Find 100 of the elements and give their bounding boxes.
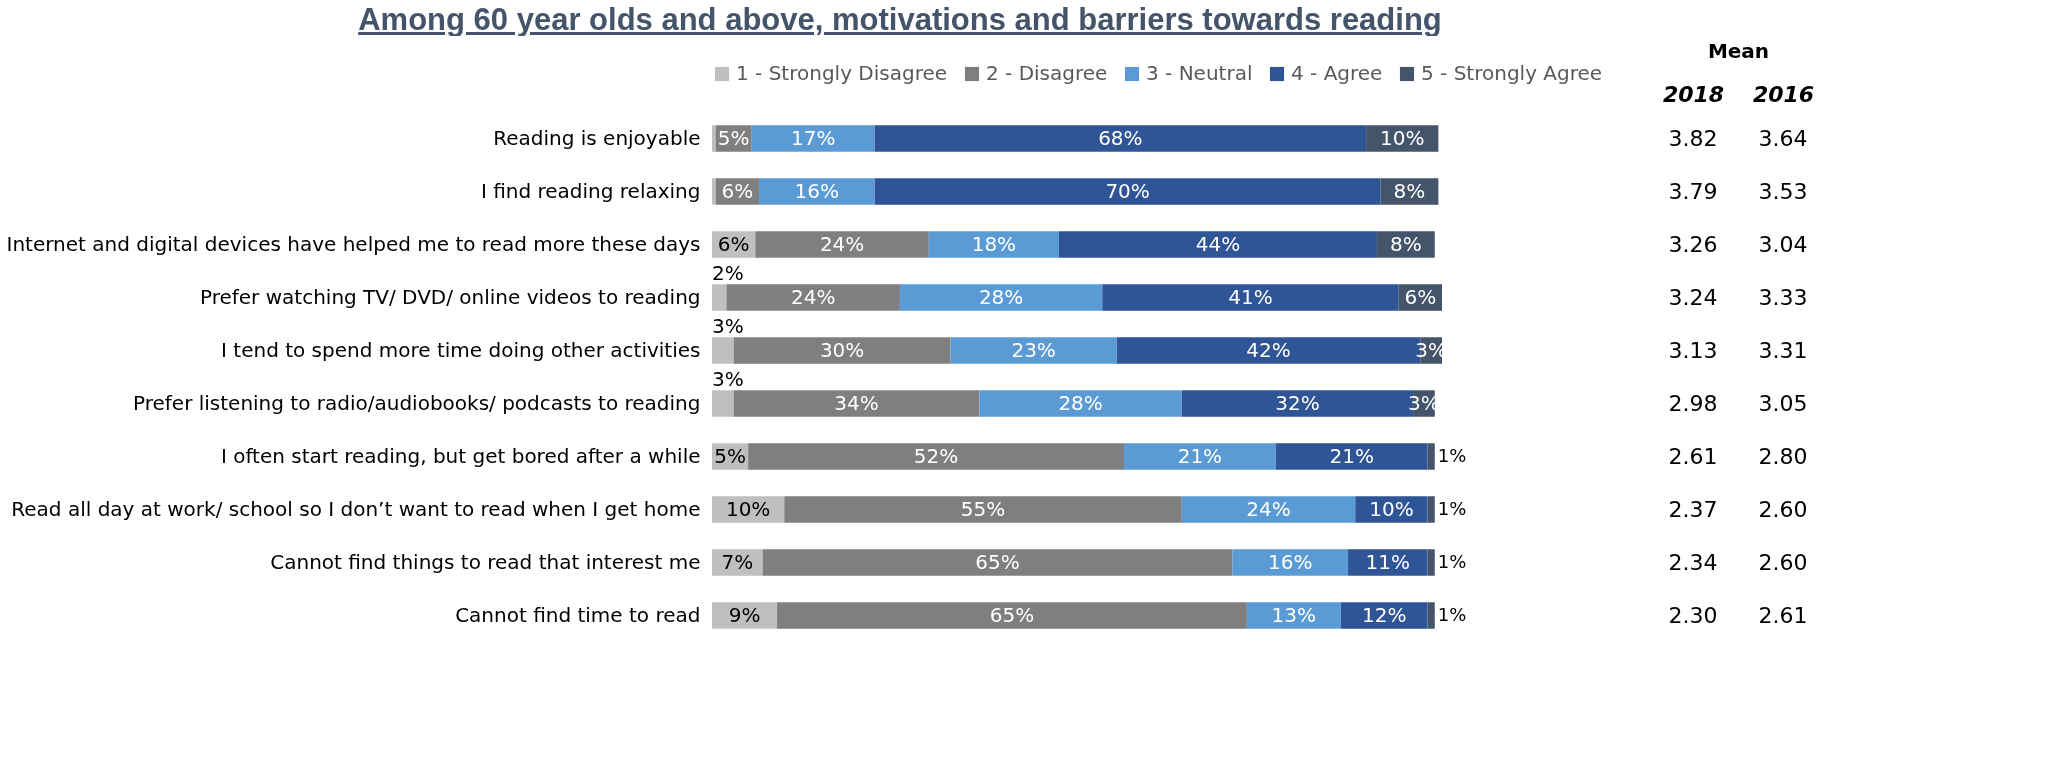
text: 3.31 bbox=[1758, 337, 1808, 363]
data-label: 1% bbox=[1437, 603, 1467, 625]
bar bbox=[733, 390, 980, 417]
bar bbox=[726, 284, 900, 311]
bar bbox=[777, 602, 1247, 629]
bar bbox=[899, 284, 1103, 311]
data-label: 10% bbox=[1380, 125, 1425, 150]
bar bbox=[712, 178, 716, 205]
text: 2.60 bbox=[1758, 496, 1808, 522]
data-label: 44% bbox=[1195, 231, 1241, 256]
bar bbox=[748, 443, 1124, 470]
y-tick-label: Prefer watching TV/ DVD/ online videos to reading bbox=[199, 284, 701, 309]
text: 3.79 bbox=[1668, 178, 1718, 204]
data-label: 9% bbox=[728, 602, 761, 627]
text: 3.26 bbox=[1668, 231, 1718, 257]
y-tick-label: Cannot find things to read that interest me bbox=[270, 549, 701, 574]
bar bbox=[1427, 549, 1435, 576]
data-label: 28% bbox=[1058, 390, 1103, 415]
data-label: 5% bbox=[717, 125, 750, 150]
data-label: 24% bbox=[1246, 496, 1291, 521]
data-label: 3% bbox=[712, 366, 744, 391]
legend-label: 3 - Neutral bbox=[1146, 61, 1253, 85]
data-label: 6% bbox=[717, 231, 750, 256]
data-label: 24% bbox=[790, 284, 836, 309]
bar bbox=[762, 549, 1233, 576]
data-label: 6% bbox=[1404, 284, 1437, 309]
y-tick-label: Internet and digital devices have helped me to read more these days bbox=[6, 231, 701, 256]
data-label: 16% bbox=[1267, 549, 1313, 574]
data-label: 11% bbox=[1365, 549, 1411, 574]
text: 3.24 bbox=[1668, 284, 1718, 310]
data-label: 41% bbox=[1228, 284, 1273, 309]
text: 2.61 bbox=[1668, 443, 1718, 469]
data-label: 34% bbox=[834, 390, 879, 415]
bar bbox=[712, 337, 734, 364]
data-label: 21% bbox=[1177, 443, 1223, 468]
bar bbox=[1348, 549, 1428, 576]
data-label: 10% bbox=[725, 496, 771, 521]
text: 3.64 bbox=[1758, 125, 1808, 151]
data-label: 65% bbox=[975, 549, 1020, 574]
data-label: 8% bbox=[1389, 231, 1422, 256]
data-label: 1% bbox=[1437, 444, 1467, 466]
data-label: 6% bbox=[721, 178, 754, 203]
bar bbox=[928, 231, 1059, 258]
data-label: 23% bbox=[1011, 337, 1056, 362]
bar bbox=[1340, 602, 1428, 629]
data-label: 65% bbox=[989, 602, 1035, 627]
data-label: 70% bbox=[1105, 178, 1150, 203]
bar bbox=[1427, 602, 1435, 629]
data-label: 52% bbox=[913, 443, 959, 468]
data-label: 28% bbox=[978, 284, 1024, 309]
data-label: 1% bbox=[1437, 497, 1467, 519]
data-label: 17% bbox=[790, 125, 836, 150]
text: 3.05 bbox=[1758, 390, 1808, 416]
bar bbox=[758, 178, 875, 205]
bar bbox=[979, 390, 1182, 417]
data-label: 1% bbox=[1437, 550, 1467, 572]
data-label: 8% bbox=[1393, 178, 1426, 203]
bar bbox=[1246, 602, 1341, 629]
data-label: 13% bbox=[1271, 602, 1317, 627]
text: 3.13 bbox=[1668, 337, 1718, 363]
text: 3.33 bbox=[1758, 284, 1808, 310]
bar bbox=[784, 496, 1182, 523]
text: 2.60 bbox=[1758, 549, 1808, 575]
bar bbox=[712, 125, 716, 152]
data-label: 7% bbox=[721, 549, 754, 574]
y-tick-label: Prefer listening to radio/audiobooks/ podcasts to reading bbox=[132, 390, 701, 415]
legend-label: 2 - Disagree bbox=[986, 61, 1108, 85]
text: 3.53 bbox=[1758, 178, 1808, 204]
y-tick-label: I find reading relaxing bbox=[480, 178, 701, 203]
bar bbox=[733, 337, 951, 364]
bar bbox=[1275, 443, 1428, 470]
legend-label: 4 - Agree bbox=[1291, 61, 1383, 85]
bar bbox=[712, 284, 727, 311]
bar bbox=[950, 337, 1117, 364]
y-tick-label: Reading is enjoyable bbox=[493, 125, 701, 150]
y-tick-label: Cannot find time to read bbox=[455, 602, 701, 627]
text: 2.98 bbox=[1668, 390, 1718, 416]
data-label: 10% bbox=[1369, 496, 1414, 521]
text: 2018 bbox=[1662, 81, 1725, 107]
data-label: 12% bbox=[1361, 602, 1407, 627]
text: 3.82 bbox=[1668, 125, 1718, 151]
data-label: 24% bbox=[819, 231, 865, 256]
text: 2016 bbox=[1752, 81, 1815, 107]
bar bbox=[874, 178, 1381, 205]
legend-label: 1 - Strongly Disagree bbox=[736, 61, 948, 85]
bar bbox=[1427, 496, 1435, 523]
data-label: 16% bbox=[794, 178, 840, 203]
data-label: 18% bbox=[971, 231, 1017, 256]
bar bbox=[1058, 231, 1377, 258]
text: 2.34 bbox=[1668, 549, 1718, 575]
text: 2.37 bbox=[1668, 496, 1718, 522]
data-label: 55% bbox=[960, 496, 1006, 521]
bar bbox=[755, 231, 929, 258]
bar bbox=[1102, 284, 1399, 311]
bar bbox=[1181, 496, 1356, 523]
data-label: 21% bbox=[1329, 443, 1374, 468]
chart-title: Among 60 year olds and above, motivations and barriers towards reading bbox=[357, 2, 1443, 38]
data-label: 32% bbox=[1275, 390, 1320, 415]
y-tick-label: I tend to spend more time doing other activities bbox=[221, 337, 701, 362]
bar bbox=[1232, 549, 1349, 576]
